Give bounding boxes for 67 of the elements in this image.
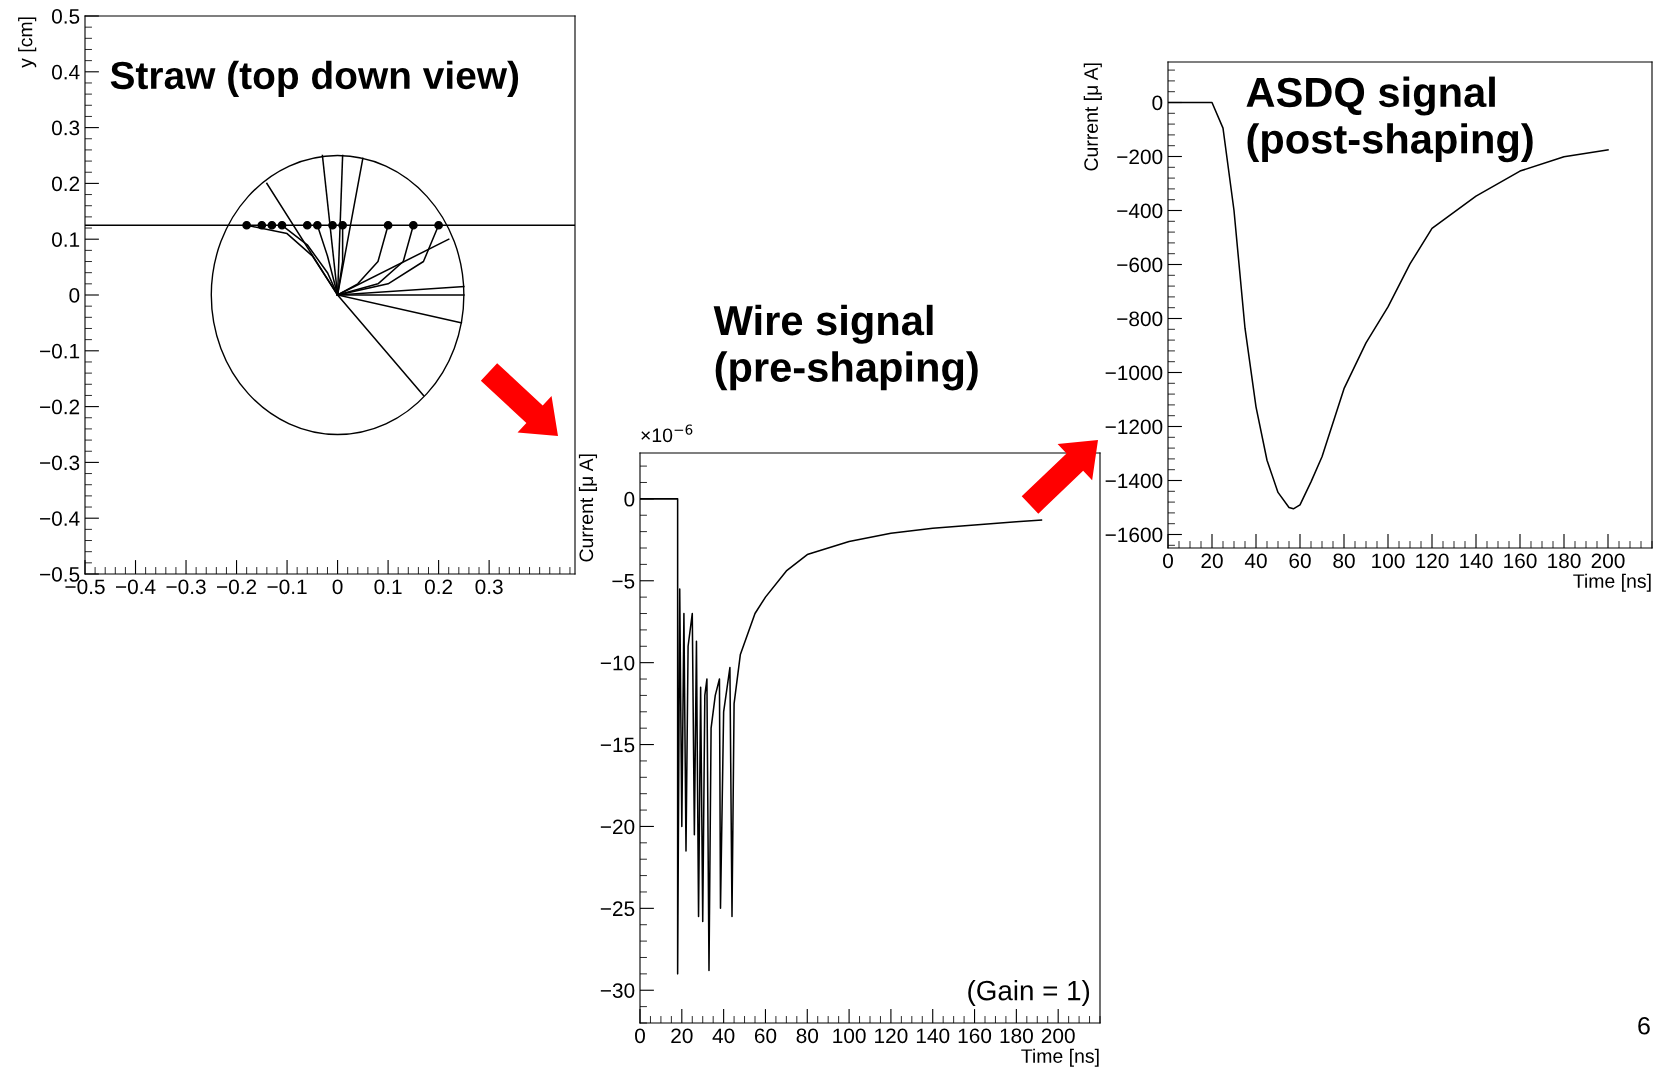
x-tick-label: 160: [958, 1028, 992, 1044]
y-tick-label: 0: [624, 491, 635, 507]
x-tick-label: 40: [1244, 553, 1267, 569]
x-tick-label: 0.2: [424, 579, 453, 595]
x-tick-label: 80: [1333, 553, 1355, 569]
x-axis-title: Time [ns]: [1573, 573, 1651, 592]
x-tick-label: 0.3: [475, 579, 503, 595]
y-tick-label: 0.4: [51, 64, 80, 80]
text: ×10$^{−6}$: [641, 424, 693, 443]
x-tick-label: 40: [712, 1028, 735, 1044]
y-tick-label: 0.2: [51, 176, 80, 192]
y-tick-label: −1200: [1105, 419, 1163, 435]
annotation: (Gain = 1): [968, 980, 1090, 1006]
y-tick-label: −1600: [1105, 527, 1163, 543]
y-tick-label: −400: [1117, 203, 1163, 219]
x-tick-label: 0: [1163, 553, 1173, 569]
y-tick-label: −10: [600, 655, 635, 671]
y-tick-label: −200: [1117, 149, 1163, 165]
x-tick-label: 0: [635, 1028, 645, 1044]
y-tick-label: −0.4: [40, 511, 80, 526]
x-tick-label: 160: [1504, 553, 1537, 569]
x-axis-title: Time [ns]: [1021, 1048, 1099, 1067]
y-tick-label: −800: [1117, 311, 1163, 327]
x-tick-label: 200: [1591, 553, 1625, 569]
y-tick-label: 0.1: [51, 232, 80, 247]
y-axis-title: y [cm]: [18, 17, 37, 68]
x-tick-label: −0.3: [166, 579, 206, 595]
y-tick-label: −1400: [1105, 473, 1163, 489]
x-tick-label: 140: [916, 1028, 950, 1044]
x-tick-label: 180: [1548, 553, 1581, 569]
x-tick-label: 60: [1289, 553, 1311, 569]
x-tick-label: 0: [332, 579, 343, 595]
x-tick-label: 20: [1201, 553, 1223, 569]
y-tick-label: −0.2: [40, 399, 80, 415]
x-tick-label: 140: [1460, 553, 1493, 569]
y-tick-label: −0.1: [40, 343, 80, 359]
text: Straw (top down view): [110, 60, 519, 97]
y-tick-label: −1000: [1105, 365, 1163, 381]
chart-title: Wire signal (pre-shaping): [713, 304, 978, 391]
y-tick-label: −25: [600, 901, 635, 917]
y-tick-label: −15: [600, 737, 635, 753]
y-tick-label: 0: [1152, 95, 1163, 111]
x-tick-label: 80: [796, 1028, 819, 1044]
x-tick-label: 100: [1372, 553, 1405, 569]
x-tick-label: 180: [1000, 1028, 1033, 1044]
x-tick-label: 120: [1416, 553, 1449, 569]
y-tick-label: −30: [600, 983, 635, 998]
y-tick-label: −5: [612, 573, 635, 589]
y-tick-label: −600: [1117, 257, 1163, 273]
x-tick-label: −0.2: [217, 579, 257, 595]
y-tick-label: −20: [600, 819, 635, 835]
x-tick-label: 100: [833, 1028, 866, 1044]
y-tick-label: 0.3: [51, 120, 80, 136]
text: ASDQ signal (post-shaping): [1246, 76, 1533, 163]
y-tick-label: 0.5: [51, 9, 80, 24]
y-axis-title: Current [μ A]: [578, 454, 598, 562]
x-tick-label: 20: [671, 1028, 693, 1044]
x-tick-label: −0.4: [115, 579, 156, 595]
y-tick-label: −0.3: [40, 455, 80, 471]
text: 6: [1638, 1016, 1650, 1035]
x-tick-label: 60: [754, 1028, 777, 1044]
x-tick-label: 200: [1041, 1028, 1075, 1044]
y-axis-title: Current [μ A]: [1083, 63, 1102, 171]
x-tick-label: 120: [875, 1028, 908, 1044]
x-tick-label: 0.1: [374, 579, 402, 595]
x-tick-label: −0.1: [267, 579, 307, 595]
y-tick-label: 0: [69, 288, 80, 303]
